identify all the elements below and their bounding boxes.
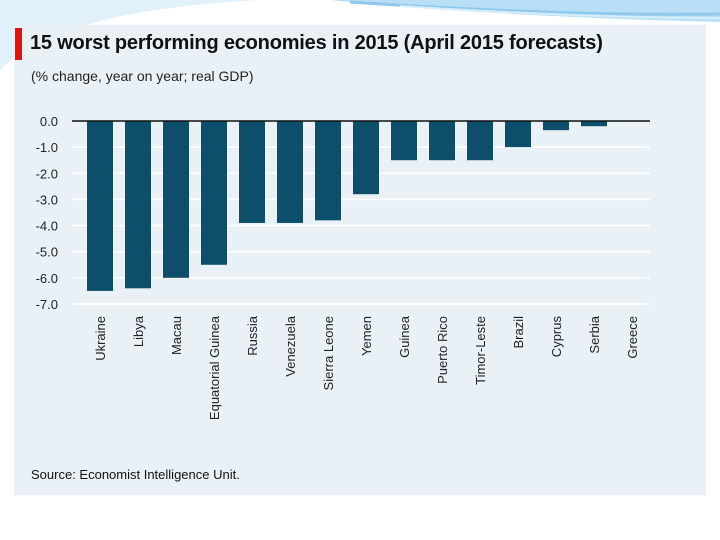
bars — [87, 121, 645, 291]
y-tick-label: -1.0 — [36, 140, 58, 155]
x-tick-label: Russia — [245, 315, 260, 356]
bar-yemen — [353, 121, 379, 195]
bar-timor-leste — [467, 121, 493, 161]
bar-macau — [163, 121, 189, 278]
bar-libya — [125, 121, 151, 289]
x-axis-labels: Ukraine Libya Macau Equatorial Guinea Russia… — [93, 315, 640, 420]
bar-venezuela — [277, 121, 303, 223]
y-tick-label: 0.0 — [40, 114, 58, 129]
x-tick-label: Equatorial Guinea — [207, 315, 222, 420]
x-tick-label: Timor-Leste — [473, 316, 488, 385]
y-tick-label: -7.0 — [36, 297, 58, 312]
chart-title: 15 worst performing economies in 2015 (A… — [30, 32, 603, 54]
x-tick-label: Yemen — [359, 316, 374, 356]
x-tick-label: Guinea — [397, 315, 412, 358]
x-tick-label: Ukraine — [93, 316, 108, 361]
bar-cyprus — [543, 121, 569, 131]
bar-serbia — [581, 121, 607, 127]
source-note: Source: Economist Intelligence Unit. — [31, 467, 240, 482]
slide-header-decoration — [0, 0, 720, 70]
x-tick-label: Sierra Leone — [321, 316, 336, 390]
y-tick-label: -6.0 — [36, 271, 58, 286]
y-tick-label: -4.0 — [36, 219, 58, 234]
bar-ukraine — [87, 121, 113, 291]
brand-red-tag — [15, 28, 22, 60]
bar-russia — [239, 121, 265, 223]
bar-sierra-leone — [315, 121, 341, 221]
x-tick-label: Puerto Rico — [435, 316, 450, 384]
chart-subtitle: (% change, year on year; real GDP) — [31, 68, 254, 84]
x-tick-label: Serbia — [587, 315, 602, 353]
x-tick-label: Greece — [625, 316, 640, 359]
bar-guinea — [391, 121, 417, 161]
y-tick-label: -2.0 — [36, 166, 58, 181]
x-tick-label: Brazil — [511, 316, 526, 349]
y-tick-label: -3.0 — [36, 192, 58, 207]
y-tick-label: -5.0 — [36, 245, 58, 260]
x-tick-label: Cyprus — [549, 316, 564, 358]
bar-puerto-rico — [429, 121, 455, 161]
x-tick-label: Macau — [169, 316, 184, 355]
bar-brazil — [505, 121, 531, 148]
y-axis-ticks: 0.0 -1.0 -2.0 -3.0 -4.0 -5.0 -6.0 -7.0 — [36, 114, 58, 312]
x-tick-label: Venezuela — [283, 315, 298, 376]
x-tick-label: Libya — [131, 315, 146, 347]
bar-equatorial-guinea — [201, 121, 227, 265]
